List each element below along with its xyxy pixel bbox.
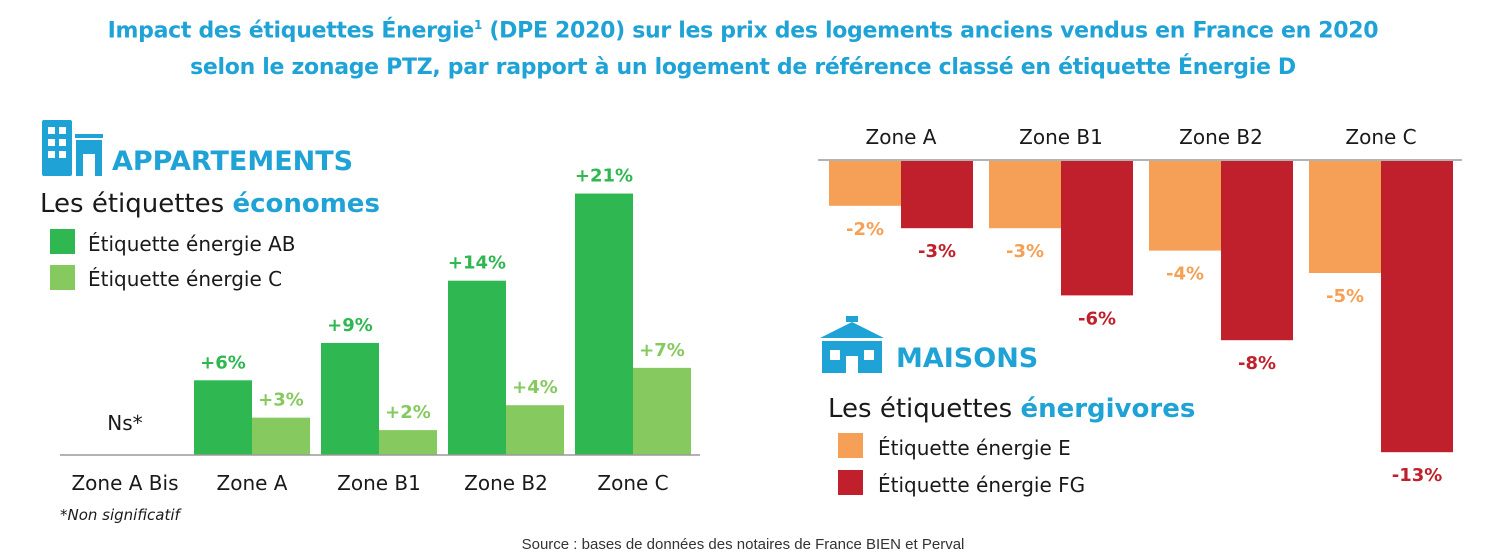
- legend-label-c: Étiquette énergie C: [88, 267, 282, 291]
- data-label-tiquette-nergie-ab-zone-c: +21%: [575, 166, 633, 187]
- houses-category-labels: Zone A Zone B1 Zone B2 Zone C: [866, 125, 1417, 149]
- legend-swatch-ab: [50, 229, 75, 254]
- legend-label-ab: Étiquette énergie AB: [88, 232, 296, 256]
- data-label-tiquette-nergie-c-zone-b2: +4%: [512, 377, 558, 398]
- apartment-building-icon: [42, 120, 103, 176]
- category-label-zone-a: Zone A: [866, 125, 937, 149]
- footnote: *Non significatif: [60, 506, 183, 524]
- legend-swatch-c: [50, 265, 75, 290]
- bar-tiquette-nergie-c-zone-b1: [379, 430, 437, 455]
- bar-tiquette-nergie-e-zone-a: [829, 161, 901, 206]
- houses-bars: -2% -3% -3% -6% -4% -8% -5% -13%: [829, 161, 1453, 486]
- bar-tiquette-nergie-e-zone-c: [1309, 161, 1381, 273]
- source-note: Source : bases de données des notaires d…: [521, 536, 965, 553]
- houses-panel: Zone A Zone B1 Zone B2 Zone C -2%-3% -3%-6%-…: [818, 125, 1462, 497]
- chart-title-line-2: selon le zonage PTZ, par rapport à un lo…: [190, 55, 1296, 80]
- bar-tiquette-nergie-ab-zone-b2: [448, 280, 506, 455]
- apartments-panel: APPARTEMENTS Les étiquettes économes Éti…: [40, 120, 700, 524]
- category-label-zone-b2: Zone B2: [1179, 125, 1263, 149]
- bar-tiquette-nergie-c-zone-b2: [506, 405, 564, 455]
- bar-tiquette-nergie-ab-zone-b1: [321, 342, 379, 455]
- bar-tiquette-nergie-e-zone-b1: [989, 161, 1061, 229]
- data-label-tiquette-nergie-fg-zone-a: -3%: [918, 241, 956, 262]
- house-icon: [820, 316, 884, 373]
- data-label-tiquette-nergie-ab-zone-a: +6%: [200, 352, 246, 373]
- apartments-category-labels: Zone A Bis Zone A Zone B1 Zone B2 Zone C: [71, 471, 668, 495]
- bar-tiquette-nergie-ab-zone-c: [575, 193, 633, 456]
- bar-tiquette-nergie-fg-zone-b1: [1061, 161, 1133, 296]
- data-label-tiquette-nergie-c-zone-b1: +2%: [385, 402, 431, 423]
- category-label-zone-b2: Zone B2: [464, 471, 548, 495]
- category-label-zone-b1: Zone B1: [337, 471, 421, 495]
- chart-title-line-1: Impact des étiquettes Énergie1 (DPE 2020…: [107, 18, 1379, 44]
- apartments-subheading: Les étiquettes économes: [40, 189, 380, 219]
- category-label-zone-c: Zone C: [1345, 125, 1416, 149]
- data-label-tiquette-nergie-fg-zone-b1: -6%: [1078, 308, 1116, 329]
- bar-tiquette-nergie-fg-zone-c: [1381, 161, 1453, 453]
- data-label-tiquette-nergie-e-zone-b2: -4%: [1166, 264, 1204, 285]
- data-label-tiquette-nergie-c-zone-c: +7%: [639, 340, 685, 361]
- apartments-bars: +6% +3% +9% +2% +14% +4% +21% +7%: [194, 166, 691, 456]
- apartments-heading: APPARTEMENTS: [112, 146, 353, 177]
- data-label-tiquette-nergie-ab-zone-b2: +14%: [448, 253, 506, 274]
- bar-tiquette-nergie-c-zone-c: [633, 367, 691, 455]
- category-label-zone-a: Zone A: [217, 471, 288, 495]
- data-label-tiquette-nergie-fg-zone-b2: -8%: [1238, 353, 1276, 374]
- bar-tiquette-nergie-ab-zone-a: [194, 380, 252, 455]
- data-label-tiquette-nergie-fg-zone-c: -13%: [1392, 465, 1443, 486]
- legend-swatch-e: [838, 433, 863, 458]
- houses-heading: MAISONS: [896, 343, 1038, 374]
- legend-label-e: Étiquette énergie E: [878, 436, 1071, 460]
- bar-tiquette-nergie-fg-zone-b2: [1221, 161, 1293, 341]
- bar-tiquette-nergie-c-zone-a: [252, 417, 310, 455]
- category-label-zone-c: Zone C: [597, 471, 668, 495]
- legend-swatch-fg: [838, 470, 863, 495]
- houses-subheading: Les étiquettes énergivores: [828, 394, 1195, 424]
- legend-label-fg: Étiquette énergie FG: [878, 473, 1085, 497]
- data-label-tiquette-nergie-e-zone-a: -2%: [846, 219, 884, 240]
- category-label-zone-a-bis: Zone A Bis: [71, 471, 178, 495]
- data-label-tiquette-nergie-c-zone-a: +3%: [258, 390, 304, 411]
- category-label-zone-b1: Zone B1: [1019, 125, 1103, 149]
- bar-tiquette-nergie-fg-zone-a: [901, 161, 973, 229]
- bar-tiquette-nergie-e-zone-b2: [1149, 161, 1221, 251]
- data-label-tiquette-nergie-e-zone-c: -5%: [1326, 286, 1364, 307]
- data-label-tiquette-nergie-ab-zone-b1: +9%: [327, 315, 373, 336]
- data-label-tiquette-nergie-e-zone-b1: -3%: [1006, 241, 1044, 262]
- na-label: Ns*: [107, 411, 142, 435]
